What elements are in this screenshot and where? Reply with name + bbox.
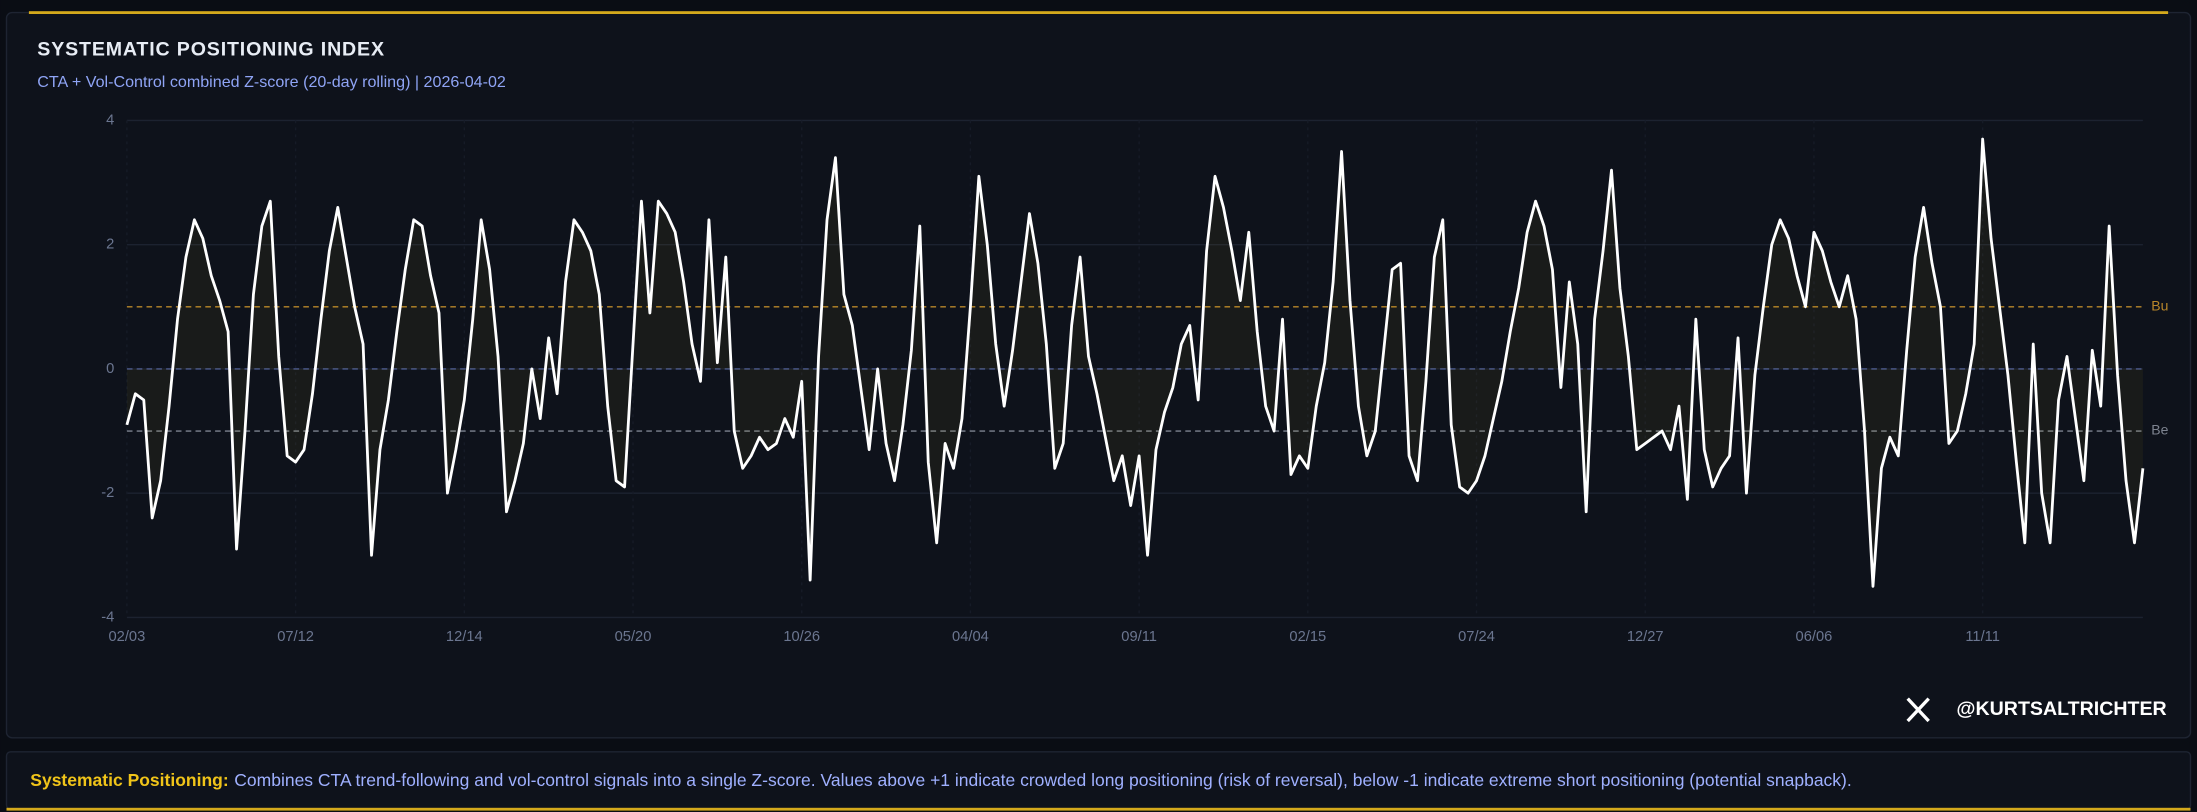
chart-title: SYSTEMATIC POSITIONING INDEX — [37, 39, 385, 61]
x-tick-label: 12/14 — [446, 629, 483, 645]
x-tick-label: 05/20 — [615, 629, 652, 645]
chart-subtitle: CTA + Vol-Control combined Z-score (20-d… — [37, 73, 506, 91]
footer-accent — [6, 807, 2191, 811]
x-tick-label: 04/04 — [952, 629, 989, 645]
plot-area: -4 -2 0 2 4 02/03 07/12 12/14 05/20 10/26 04/04 09/… — [101, 112, 2168, 645]
x-tick-label: 12/27 — [1627, 629, 1664, 645]
footer-note: Systematic Positioning: Combines CTA tren… — [30, 770, 1851, 790]
footer-label: Systematic Positioning: — [30, 770, 228, 790]
x-tick-label: 02/03 — [109, 629, 146, 645]
x-tick-label: 02/15 — [1289, 629, 1326, 645]
panel-accent — [28, 11, 2169, 14]
y-tick-label: 0 — [106, 361, 114, 377]
reference-label: Be — [2151, 422, 2168, 438]
x-tick-label: 10/26 — [783, 629, 820, 645]
x-tick-label: 09/11 — [1121, 629, 1157, 645]
reference-label: Bu — [2151, 297, 2168, 313]
author-handle: @KURTSALTRICHTER — [1956, 698, 2166, 720]
y-tick-label: 2 — [106, 237, 114, 253]
y-tick-label: 4 — [106, 112, 114, 128]
x-tick-label: 07/24 — [1458, 629, 1495, 645]
footer-text: Combines CTA trend-following and vol-con… — [234, 770, 1851, 790]
x-tick-label: 07/12 — [277, 629, 314, 645]
series-line — [125, 137, 2145, 588]
y-tick-label: -4 — [101, 609, 114, 625]
x-tick-label: 11/11 — [1965, 629, 2000, 645]
x-logo — [1906, 697, 1930, 723]
y-tick-label: -2 — [101, 485, 114, 501]
x-tick-label: 06/06 — [1796, 629, 1833, 645]
